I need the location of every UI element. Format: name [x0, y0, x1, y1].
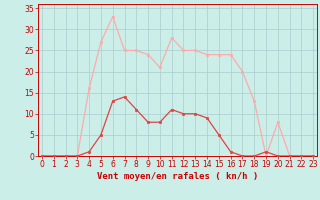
X-axis label: Vent moyen/en rafales ( kn/h ): Vent moyen/en rafales ( kn/h ) — [97, 172, 258, 181]
